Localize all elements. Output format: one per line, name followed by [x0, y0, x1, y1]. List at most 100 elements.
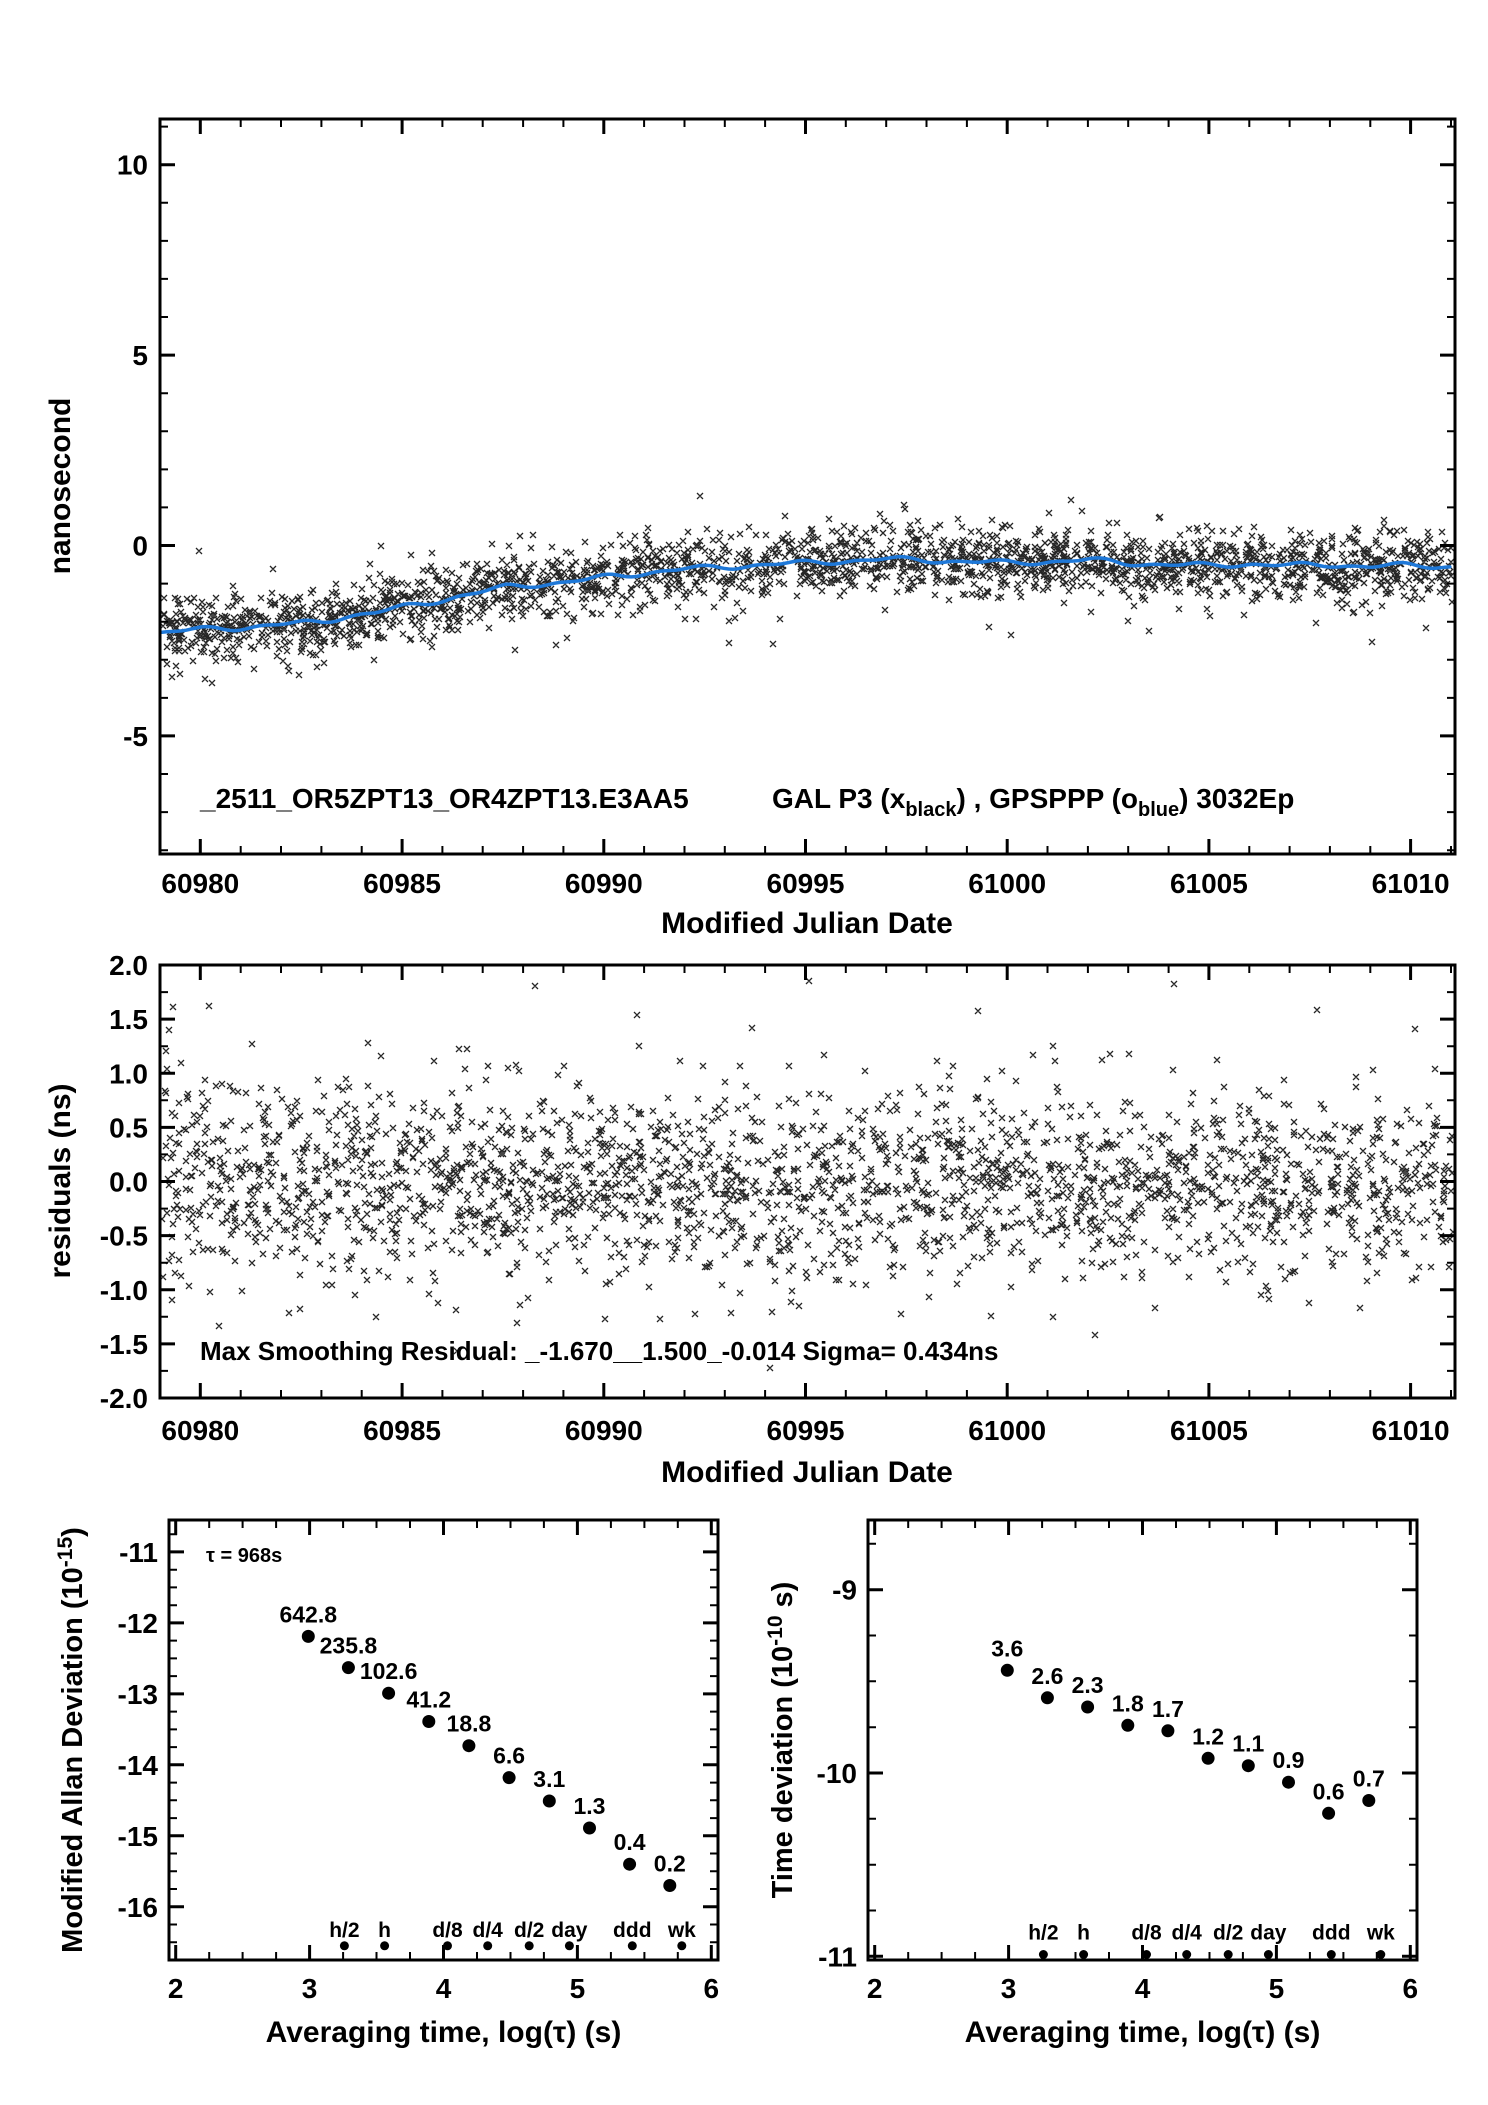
mdev-point-label: 6.6 [493, 1743, 525, 1769]
mdev-xtick-label: 2 [168, 1973, 184, 2004]
tdev-xtick-label: 6 [1403, 1973, 1419, 2004]
phase-xtick-label: 61000 [968, 868, 1046, 899]
tdev-point [1000, 1663, 1014, 1677]
tdev-ytick-label: -11 [818, 1941, 857, 1972]
legend-file-id: _2511_OR5ZPT13_OR4ZPT13.E3AA5 [199, 783, 689, 814]
legend-series: GAL P3 (xblack) , GPSPPP (oblue) 3032Ep [772, 783, 1294, 821]
tdev-point [1322, 1806, 1336, 1820]
plot-frame [158, 117, 1457, 856]
residuals-ytick-label: -1.5 [100, 1329, 148, 1360]
gpsppp-smoothed-line [160, 554, 1452, 635]
tdev-xtick-label: 5 [1269, 1973, 1285, 2004]
mdev-tau-dot [677, 1941, 687, 1951]
mdev-point [382, 1686, 396, 1700]
mdev-point [663, 1879, 677, 1892]
tdev-xtick-label: 3 [1001, 1973, 1017, 2004]
phase-scatter-gal-p3 [160, 492, 1455, 687]
mdev-tau-label: d/4 [473, 1919, 504, 1942]
mdev-tau-label: ddd [613, 1919, 651, 1942]
tdev-tau-label: d/2 [1213, 1922, 1243, 1945]
tdev-point-label: 0.6 [1313, 1778, 1345, 1804]
residuals-ytick-label: 2.0 [109, 950, 148, 981]
tdev-tau-label: wk [1366, 1922, 1395, 1945]
tdev-tau-dot [1223, 1950, 1233, 1959]
mdev-point-label: 1.3 [573, 1793, 605, 1819]
tdev-tau-label: h/2 [1028, 1922, 1058, 1945]
mdev-point-label: 0.4 [614, 1829, 646, 1855]
mdev-ytick-label: -16 [118, 1892, 158, 1923]
mdev-ytick-label: -14 [118, 1750, 159, 1781]
residuals-ytick-label: 1.5 [109, 1004, 148, 1035]
residuals-ylabel: residuals (ns) [44, 1083, 77, 1278]
tdev-point [1241, 1759, 1255, 1773]
mdev-point [422, 1715, 436, 1728]
mdev-point-label: 102.6 [360, 1658, 418, 1684]
residuals-xtick-label: 60990 [565, 1415, 643, 1446]
mdev-point [462, 1739, 476, 1753]
residuals-xtick-label: 60980 [161, 1415, 239, 1446]
tdev-tau-dot [1142, 1950, 1151, 1959]
tdev-ylabel: Time deviation (10-10 s) [764, 1582, 799, 1899]
tdev-tau-dot [1376, 1950, 1386, 1959]
mdev-tau-dot [443, 1941, 452, 1951]
phase-xtick-label: 60985 [363, 868, 441, 899]
tdev-ytick-label: -10 [817, 1758, 857, 1789]
tdev-points: 3.6 2.6 2.3 1.8 1.7 1.2 1.1 0.9 0.6 0.7 h/2 h d/8 d/4… [991, 1635, 1395, 1959]
residuals-ytick-label: 0.0 [109, 1167, 148, 1198]
mdev-tau-dot [483, 1941, 493, 1951]
tdev-point [1161, 1724, 1175, 1738]
tdev-point-label: 1.1 [1232, 1731, 1264, 1757]
tdev-point [1081, 1700, 1095, 1714]
tdev-tau-dot [1182, 1950, 1192, 1959]
mdev-tau-label: h/2 [329, 1919, 359, 1942]
tdev-tau-label: day [1250, 1922, 1287, 1945]
mdev-xlabel: Averaging time, log(τ) (s) [266, 2016, 622, 2049]
tdev-point-label: 2.3 [1072, 1672, 1104, 1698]
mdev-tau-note: τ = 968s [206, 1545, 282, 1567]
tdev-point [1282, 1775, 1295, 1789]
mdev-tau-dot [339, 1941, 349, 1951]
tdev-labels: 2 3 4 5 6 -9 -10 -11 Averaging time, log(τ) (s) T… [764, 1575, 1418, 2049]
phase-xlabel: Modified Julian Date [661, 907, 953, 940]
tdev-tau-label: d/4 [1172, 1922, 1203, 1945]
phase-ytick-label: 0 [132, 531, 148, 562]
mdev-point-label: 235.8 [320, 1633, 378, 1659]
mdev-tau-dot [627, 1941, 637, 1951]
tdev-tau-dot [1038, 1950, 1048, 1959]
tdev-xtick-label: 4 [1135, 1973, 1151, 2004]
tdev-xlabel: Averaging time, log(τ) (s) [965, 2016, 1321, 2049]
mdev-point-label: 642.8 [279, 1601, 337, 1627]
residuals-ytick-label: -1.0 [100, 1275, 148, 1306]
mdev-ytick-label: -12 [118, 1608, 158, 1639]
mdev-xtick-label: 5 [570, 1973, 586, 2004]
mdev-tau-dot [380, 1941, 390, 1951]
max-smoothing-residual-annotation: Max Smoothing Residual: _-1.670__1.500_-… [200, 1336, 998, 1366]
mdev-tau-dot [564, 1941, 574, 1951]
tdev-point-label: 0.7 [1353, 1766, 1385, 1792]
mdev-tau-label: wk [667, 1919, 696, 1942]
mdev-tau-label: day [551, 1919, 588, 1942]
tdev-point-label: 1.7 [1152, 1696, 1184, 1722]
tdev-point-label: 2.6 [1031, 1663, 1063, 1689]
residuals-ytick-label: -0.5 [100, 1221, 148, 1252]
phase-xtick-label: 60995 [767, 868, 845, 899]
residuals-xtick-label: 61010 [1372, 1415, 1450, 1446]
tdev-tau-label: ddd [1312, 1922, 1350, 1945]
mdev-ytick-label: -15 [118, 1821, 158, 1852]
phase-ytick-label: 5 [132, 340, 148, 371]
phase-ylabel: nanosecond [44, 398, 77, 575]
mdev-ytick-label: -13 [118, 1679, 158, 1710]
mdev-tau-dot [524, 1941, 534, 1951]
residuals-xtick-label: 61005 [1170, 1415, 1248, 1446]
residuals-panel [158, 963, 1457, 1400]
tdev-tau-label: d/8 [1131, 1922, 1162, 1945]
mdev-ylabel: Modified Allan Deviation (10-15) [54, 1527, 89, 1953]
tdev-panel: 3.6 2.6 2.3 1.8 1.7 1.2 1.1 0.9 0.6 0.7 h/2 h d/8 d/4… [866, 1518, 1419, 1962]
mdev-point [301, 1629, 315, 1643]
tdev-tau-dot [1326, 1950, 1336, 1959]
residuals-scatter [160, 977, 1455, 1372]
residuals-xlabel: Modified Julian Date [661, 1456, 953, 1489]
